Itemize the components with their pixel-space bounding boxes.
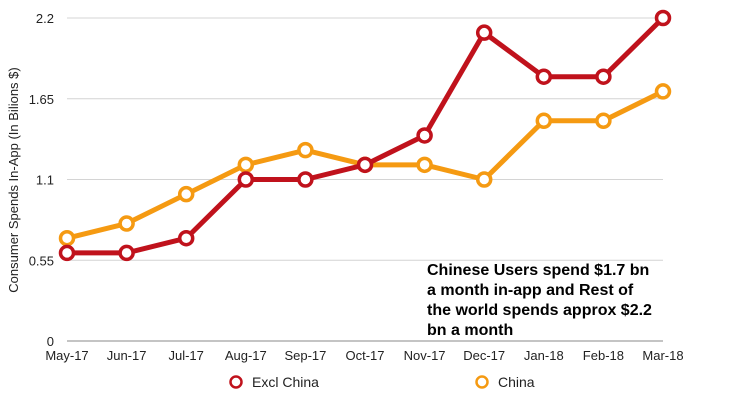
x-tick-label: Dec-17 (463, 348, 505, 363)
legend-label-excl-china: Excl China (252, 374, 319, 390)
data-point-excl-china (297, 171, 314, 188)
data-point-excl-china (118, 244, 135, 262)
x-axis-ticks: May-17 Jun-17 Jul-17 Aug-17 Sep-17 Oct-17 Nov-… (45, 348, 683, 363)
x-tick-label: Aug-17 (225, 348, 267, 363)
annotation-line-1: Chinese Users spend $1.7 bn (427, 262, 649, 279)
data-point-china (237, 156, 255, 174)
x-tick-label: Mar-18 (642, 348, 683, 363)
x-tick-label: Nov-17 (404, 348, 446, 363)
y-axis-label: Consumer Spends In-App (In Bilions $) (6, 67, 21, 292)
data-point-china (595, 112, 612, 130)
legend: Excl China China (229, 374, 535, 390)
gridlines (67, 17, 663, 342)
x-tick-label: May-17 (45, 348, 88, 363)
y-tick-label: 1.65 (29, 92, 54, 107)
annotation-line-2: a month in-app and Rest of (427, 282, 634, 299)
data-point-excl-china (475, 24, 493, 41)
data-point-china (475, 171, 493, 188)
data-point-excl-china (237, 171, 255, 188)
data-point-excl-china (58, 244, 76, 262)
y-axis-ticks: 0 0.55 1.1 1.65 2.2 (29, 11, 54, 349)
data-point-china (118, 215, 135, 232)
legend-marker-china (475, 375, 489, 389)
data-point-china (177, 185, 195, 203)
series-line-excl-china (64, 15, 666, 256)
series-group (58, 9, 672, 262)
y-tick-label: 0.55 (29, 253, 54, 268)
annotation-line-3: the world spends approx $2.2 (427, 302, 652, 319)
data-point-excl-china (177, 229, 195, 247)
x-tick-label: Sep-17 (284, 348, 326, 363)
data-point-china (535, 112, 553, 130)
data-point-china (297, 141, 314, 159)
data-point-excl-china (535, 68, 553, 85)
x-tick-label: Oct-17 (345, 348, 384, 363)
series-excl-china (58, 9, 672, 262)
data-point-excl-china (416, 127, 433, 144)
data-point-china (58, 229, 76, 247)
data-point-china (416, 156, 433, 174)
y-tick-label: 0 (47, 334, 54, 349)
annotation-line-4: bn a month (427, 322, 513, 339)
x-tick-label: Feb-18 (583, 348, 624, 363)
data-point-excl-china (356, 156, 374, 174)
x-tick-label: Jul-17 (168, 348, 203, 363)
data-point-excl-china (654, 9, 672, 27)
legend-marker-excl-china (229, 375, 243, 389)
x-tick-label: Jan-18 (524, 348, 564, 363)
x-tick-label: Jun-17 (107, 348, 147, 363)
y-tick-label: 2.2 (36, 11, 54, 26)
data-point-excl-china (595, 68, 612, 85)
y-tick-label: 1.1 (36, 173, 54, 188)
data-point-china (654, 83, 672, 100)
legend-label-china: China (498, 374, 535, 390)
